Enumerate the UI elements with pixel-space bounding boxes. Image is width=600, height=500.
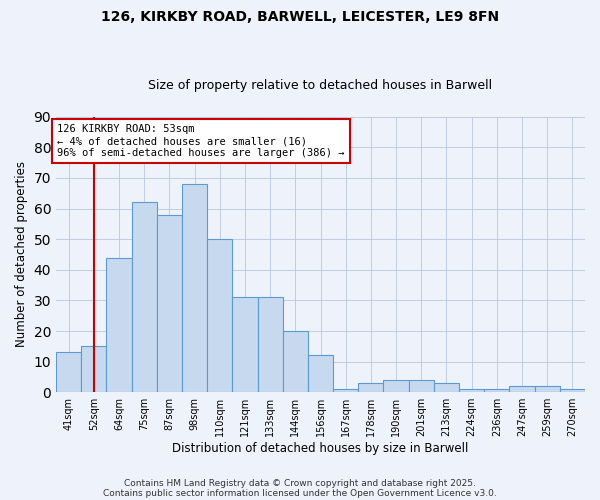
Title: Size of property relative to detached houses in Barwell: Size of property relative to detached ho… bbox=[148, 79, 493, 92]
Bar bbox=[383, 380, 409, 392]
Bar bbox=[81, 346, 106, 392]
Text: Contains HM Land Registry data © Crown copyright and database right 2025.: Contains HM Land Registry data © Crown c… bbox=[124, 478, 476, 488]
Text: 126 KIRKBY ROAD: 53sqm
← 4% of detached houses are smaller (16)
96% of semi-deta: 126 KIRKBY ROAD: 53sqm ← 4% of detached … bbox=[58, 124, 345, 158]
X-axis label: Distribution of detached houses by size in Barwell: Distribution of detached houses by size … bbox=[172, 442, 469, 455]
Bar bbox=[207, 239, 232, 392]
Bar bbox=[257, 298, 283, 392]
Text: 126, KIRKBY ROAD, BARWELL, LEICESTER, LE9 8FN: 126, KIRKBY ROAD, BARWELL, LEICESTER, LE… bbox=[101, 10, 499, 24]
Bar bbox=[56, 352, 81, 392]
Bar bbox=[459, 389, 484, 392]
Bar bbox=[434, 383, 459, 392]
Bar bbox=[232, 298, 257, 392]
Bar bbox=[283, 331, 308, 392]
Text: Contains public sector information licensed under the Open Government Licence v3: Contains public sector information licen… bbox=[103, 488, 497, 498]
Bar bbox=[409, 380, 434, 392]
Bar bbox=[509, 386, 535, 392]
Y-axis label: Number of detached properties: Number of detached properties bbox=[15, 162, 28, 348]
Bar bbox=[106, 258, 131, 392]
Bar bbox=[484, 389, 509, 392]
Bar bbox=[535, 386, 560, 392]
Bar bbox=[358, 383, 383, 392]
Bar bbox=[182, 184, 207, 392]
Bar bbox=[560, 389, 585, 392]
Bar bbox=[131, 202, 157, 392]
Bar bbox=[157, 214, 182, 392]
Bar bbox=[333, 389, 358, 392]
Bar bbox=[308, 356, 333, 392]
